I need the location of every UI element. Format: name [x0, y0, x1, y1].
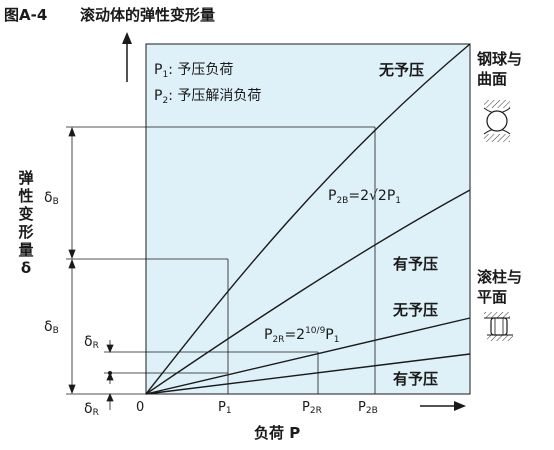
legend-p2: P2: 予压解消负荷 — [154, 88, 261, 106]
plot-area — [145, 43, 471, 395]
roller-equation: P2R=210/9P1 — [264, 326, 339, 345]
roller-no-preload-label: 无予压 — [392, 301, 438, 319]
svg-text:弹: 弹 — [18, 169, 33, 187]
x-axis-label: 负荷 P — [254, 424, 300, 442]
roller-no-preload-line — [145, 317, 471, 395]
svg-text:δ: δ — [21, 259, 31, 277]
delta-r-upper-label: δR — [84, 334, 99, 351]
svg-text:性: 性 — [18, 187, 33, 205]
svg-text:变: 变 — [18, 205, 33, 223]
x-tick-p1: P1 — [218, 400, 232, 416]
delta-b-lower-label: δB — [44, 319, 59, 336]
roller-on-flat-icon — [484, 312, 513, 341]
delta-r-lower-label: δR — [84, 401, 99, 418]
ball-side-label-line2: 曲面 — [477, 70, 507, 88]
roller-side-label-line1: 滚柱与 — [477, 268, 522, 286]
delta-b-upper-label: δB — [44, 190, 59, 207]
x-origin-label: 0 — [136, 400, 144, 415]
legend-p1: P1: 予压负荷 — [154, 62, 233, 80]
roller-preload-line — [145, 353, 471, 395]
y-axis-label: 弹 性 变 形 量 δ — [18, 169, 33, 277]
svg-text:形: 形 — [18, 223, 33, 241]
x-axis-arrow-icon — [454, 401, 466, 411]
roller-delta-dot — [108, 371, 112, 375]
delta-r-dimension — [106, 340, 114, 410]
y-axis-arrow-icon — [122, 32, 132, 44]
ball-preload-label: 有予压 — [393, 255, 438, 273]
ball-on-curve-icon — [483, 100, 511, 142]
delta-b-dimension — [68, 126, 76, 395]
svg-text:量: 量 — [18, 241, 33, 259]
roller-side-label-line2: 平面 — [477, 288, 507, 306]
roller-preload-label: 有予压 — [393, 370, 438, 388]
ball-preload-curve — [145, 189, 471, 395]
ball-equation: P2B=2√2P1 — [328, 188, 401, 206]
figure-title: 滚动体的弹性变形量 — [80, 6, 215, 24]
ball-no-preload-label: 无予压 — [378, 61, 424, 79]
figure-id: 图A-4 — [4, 6, 47, 24]
ball-side-label-line1: 钢球与 — [477, 50, 522, 68]
x-tick-p2r: P2R — [302, 400, 322, 416]
x-tick-p2b: P2B — [358, 400, 378, 416]
ball-no-preload-curve — [145, 43, 471, 395]
